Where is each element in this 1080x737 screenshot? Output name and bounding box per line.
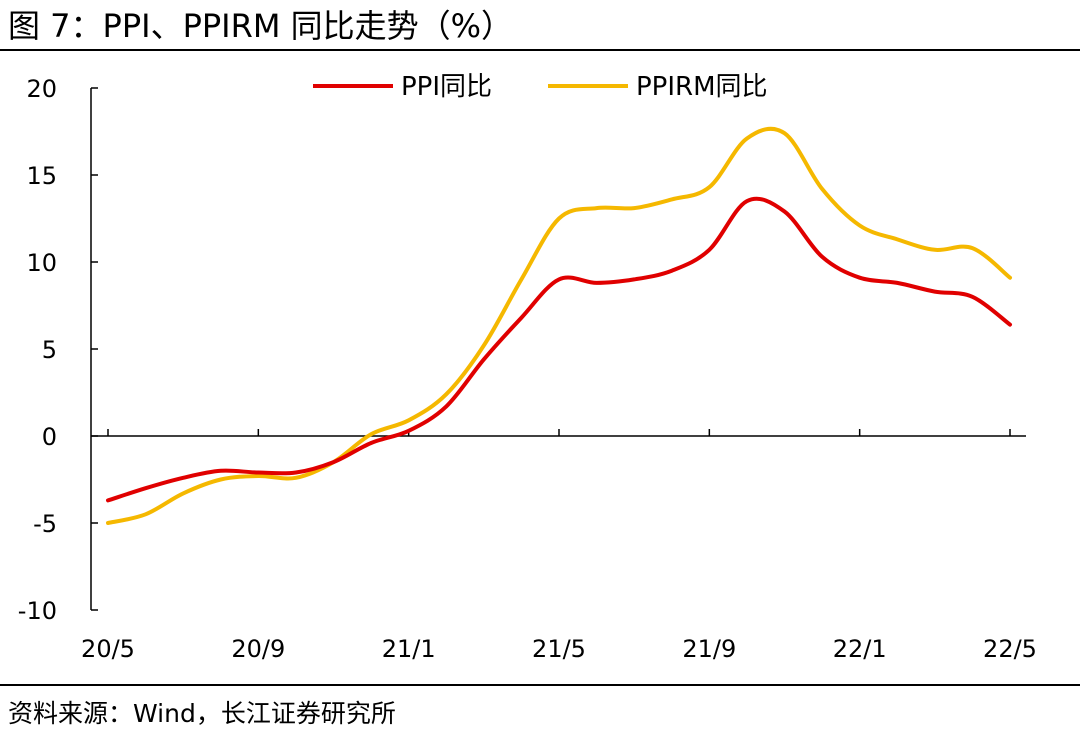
page-title: 图 7：PPI、PPIRM 同比走势（%） [8, 7, 514, 45]
y-tick-label: -10 [18, 597, 57, 625]
y-tick-label: 20 [26, 75, 57, 103]
legend-label: PPI同比 [401, 72, 492, 102]
bottom-divider [0, 684, 1080, 686]
series-line-ppirm [106, 126, 1012, 525]
x-axis: 20/5 20/9 21/1 21/5 21/9 22/1 22/5 [81, 429, 1037, 663]
y-tick-label: -5 [33, 510, 57, 538]
y-tick-label: 0 [42, 423, 57, 451]
legend-label: PPIRM同比 [636, 72, 768, 102]
line-chart: -10 -5 0 5 10 15 20 20/5 20/9 21/1 21/5 21/9 22/1 22… [18, 72, 1037, 663]
series-line-ppi [106, 196, 1012, 503]
x-tick-label: 21/9 [682, 635, 736, 663]
x-tick-label: 22/5 [983, 635, 1037, 663]
x-tick-label: 21/1 [382, 635, 436, 663]
x-tick-label: 22/1 [833, 635, 887, 663]
y-tick-label: 5 [42, 336, 57, 364]
y-axis: -10 -5 0 5 10 15 20 [18, 75, 98, 625]
x-tick-label: 20/5 [81, 635, 135, 663]
top-divider [0, 49, 1080, 51]
series-lines [106, 126, 1012, 525]
legend: PPI同比 PPIRM同比 [313, 72, 768, 102]
y-tick-label: 15 [26, 162, 57, 190]
x-tick-label: 21/5 [532, 635, 586, 663]
y-tick-label: 10 [26, 249, 57, 277]
x-tick-label: 20/9 [231, 635, 285, 663]
source-note: 资料来源：Wind，长江证券研究所 [8, 699, 396, 728]
